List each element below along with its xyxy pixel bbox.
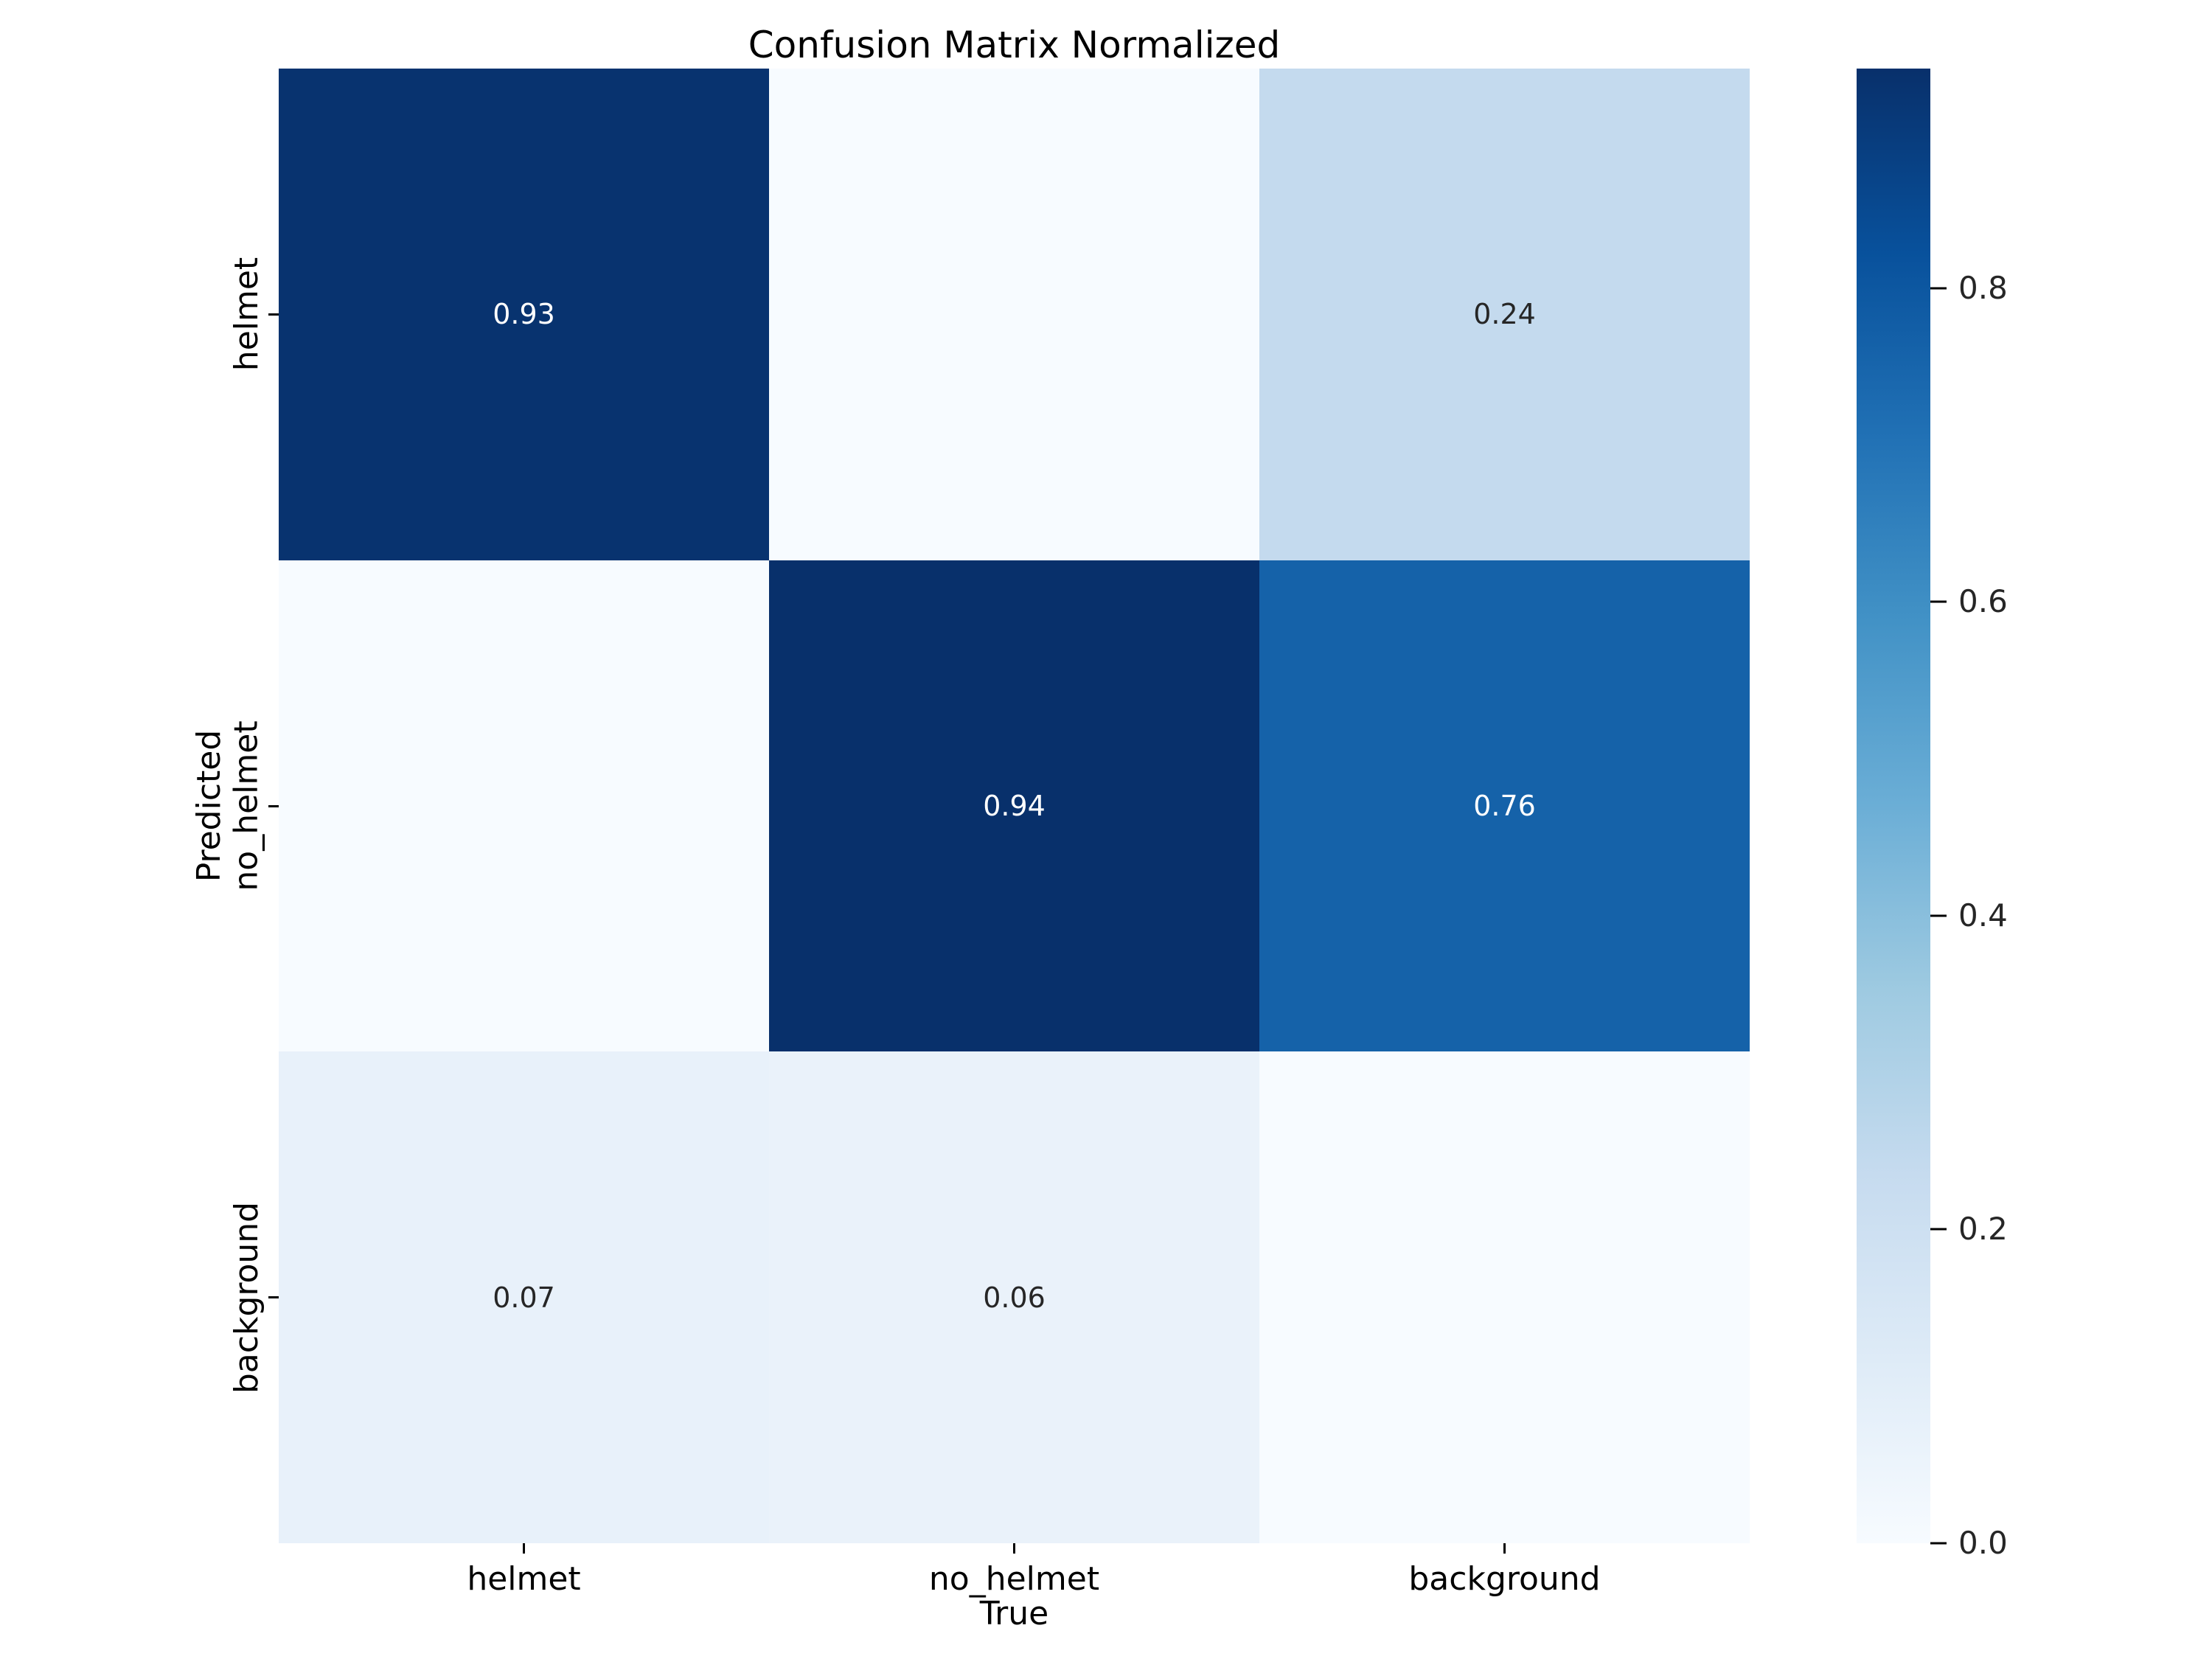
colorbar-tick-label-0.4: 0.4: [1958, 897, 2008, 933]
colorbar-tick-label-0.6: 0.6: [1958, 583, 2008, 620]
heatmap-cell-0-0: 0.93: [279, 69, 769, 560]
y-tick-label-helmet: helmet: [227, 69, 267, 560]
x-axis-tick-marks: [279, 1543, 1750, 1554]
heatmap-grid: 0.93 0.24 0.94 0.76 0.07 0.06: [279, 69, 1750, 1543]
heatmap-cell-2-2: [1259, 1051, 1750, 1543]
tick-mark: [1013, 1543, 1015, 1554]
colorbar-tick-mark-0.0: [1930, 1542, 1947, 1545]
tick-mark: [268, 1296, 279, 1299]
tick-mark: [1503, 1543, 1506, 1554]
heatmap-cell-2-0: 0.07: [279, 1051, 769, 1543]
colorbar-tick-mark-0.4: [1930, 914, 1947, 917]
tick-mark: [523, 1543, 525, 1554]
heatmap-cell-2-1: 0.06: [769, 1051, 1259, 1543]
y-tick-mark-0: [268, 69, 279, 560]
chart-title: Confusion Matrix Normalized: [748, 24, 1281, 66]
x-axis-label: True: [979, 1595, 1049, 1632]
y-tick-label-text: background: [228, 1201, 265, 1394]
tick-mark: [268, 313, 279, 316]
y-tick-label-no_helmet: no_helmet: [227, 560, 267, 1052]
x-axis-tick-labels: helmet no_helmet background: [279, 1560, 1750, 1599]
colorbar-tick-mark-0.2: [1930, 1228, 1947, 1231]
y-tick-label-background: background: [227, 1051, 267, 1543]
colorbar-tick-mark-0.8: [1930, 287, 1947, 290]
heatmap-cell-1-1: 0.94: [769, 560, 1259, 1052]
heatmap-cell-0-1: [769, 69, 1259, 560]
x-tick-label-helmet: helmet: [467, 1560, 581, 1598]
colorbar-tick-mark-0.6: [1930, 600, 1947, 603]
y-tick-mark-1: [268, 560, 279, 1052]
y-tick-mark-2: [268, 1051, 279, 1543]
y-axis-label: Predicted: [190, 729, 228, 883]
colorbar-gradient: [1857, 69, 1930, 1543]
x-tick-mark-2: [1259, 1543, 1750, 1554]
x-tick-mark-0: [279, 1543, 769, 1554]
x-tick-mark-1: [769, 1543, 1259, 1554]
heatmap-cell-1-2: 0.76: [1259, 560, 1750, 1052]
y-tick-label-text: helmet: [228, 257, 265, 372]
y-axis-tick-marks: [268, 69, 279, 1543]
y-tick-label-text: no_helmet: [228, 720, 266, 891]
colorbar-tick-label-0.2: 0.2: [1958, 1211, 2008, 1248]
tick-mark: [268, 804, 279, 807]
x-tick-label-background: background: [1408, 1560, 1601, 1598]
colorbar-tick-label-0.8: 0.8: [1958, 269, 2008, 306]
colorbar-ticks: 0.0 0.2 0.4 0.6 0.8: [1930, 69, 2122, 1559]
heatmap-cell-1-0: [279, 560, 769, 1052]
colorbar-tick-label-0.0: 0.0: [1958, 1525, 2008, 1561]
heatmap-cell-0-2: 0.24: [1259, 69, 1750, 560]
y-axis-tick-labels: helmet no_helmet background: [227, 69, 267, 1543]
x-tick-label-no_helmet: no_helmet: [928, 1560, 1100, 1598]
